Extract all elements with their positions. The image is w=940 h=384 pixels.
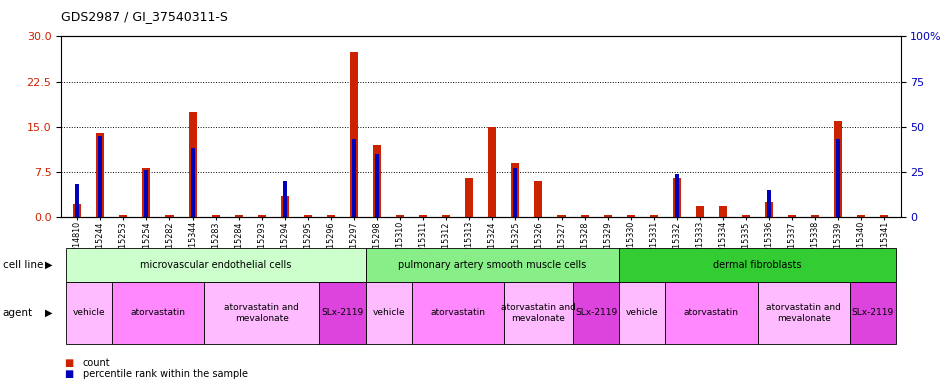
Bar: [327, 215, 335, 217]
Bar: [465, 178, 474, 217]
Text: atorvastatin: atorvastatin: [431, 308, 485, 318]
Text: GDS2987 / GI_37540311-S: GDS2987 / GI_37540311-S: [61, 10, 228, 23]
Bar: [603, 215, 612, 217]
Text: ■: ■: [64, 369, 73, 379]
Bar: [765, 202, 773, 217]
Text: ■: ■: [64, 358, 73, 368]
Text: atorvastatin and
mevalonate: atorvastatin and mevalonate: [225, 303, 299, 323]
Text: SLx-2119: SLx-2119: [321, 308, 364, 318]
Bar: [719, 206, 727, 217]
Text: SLx-2119: SLx-2119: [852, 308, 894, 318]
Text: atorvastatin and
mevalonate: atorvastatin and mevalonate: [501, 303, 576, 323]
Bar: [189, 112, 196, 217]
Bar: [696, 206, 704, 217]
Bar: [165, 215, 174, 217]
Bar: [742, 215, 750, 217]
Bar: [837, 139, 840, 217]
Bar: [73, 204, 81, 217]
Bar: [375, 154, 379, 217]
Bar: [304, 215, 312, 217]
Bar: [350, 51, 358, 217]
Text: dermal fibroblasts: dermal fibroblasts: [713, 260, 802, 270]
Bar: [811, 215, 820, 217]
Text: microvascular endothelial cells: microvascular endothelial cells: [140, 260, 291, 270]
Bar: [488, 127, 496, 217]
Text: count: count: [83, 358, 110, 368]
Bar: [834, 121, 842, 217]
Bar: [191, 148, 195, 217]
Bar: [419, 215, 427, 217]
Text: ▶: ▶: [45, 308, 53, 318]
Text: vehicle: vehicle: [626, 308, 659, 318]
Bar: [650, 215, 658, 217]
Text: atorvastatin: atorvastatin: [131, 308, 185, 318]
Bar: [581, 215, 588, 217]
Bar: [283, 181, 287, 217]
Bar: [96, 133, 104, 217]
Text: cell line: cell line: [3, 260, 43, 270]
Text: atorvastatin: atorvastatin: [684, 308, 739, 318]
Text: SLx-2119: SLx-2119: [575, 308, 618, 318]
Text: ▶: ▶: [45, 260, 53, 270]
Text: agent: agent: [3, 308, 33, 318]
Bar: [396, 215, 404, 217]
Bar: [767, 190, 771, 217]
Bar: [673, 178, 681, 217]
Bar: [442, 215, 450, 217]
Bar: [235, 215, 243, 217]
Bar: [212, 215, 220, 217]
Bar: [142, 168, 150, 217]
Bar: [857, 215, 866, 217]
Text: vehicle: vehicle: [72, 308, 105, 318]
Bar: [99, 136, 102, 217]
Bar: [513, 168, 517, 217]
Bar: [119, 215, 128, 217]
Bar: [557, 215, 566, 217]
Bar: [881, 215, 888, 217]
Bar: [75, 184, 79, 217]
Bar: [258, 215, 266, 217]
Bar: [145, 170, 149, 217]
Bar: [788, 215, 796, 217]
Bar: [373, 145, 381, 217]
Text: pulmonary artery smooth muscle cells: pulmonary artery smooth muscle cells: [399, 260, 587, 270]
Text: vehicle: vehicle: [372, 308, 405, 318]
Text: percentile rank within the sample: percentile rank within the sample: [83, 369, 248, 379]
Bar: [675, 174, 679, 217]
Bar: [352, 139, 356, 217]
Bar: [281, 196, 289, 217]
Bar: [627, 215, 634, 217]
Text: atorvastatin and
mevalonate: atorvastatin and mevalonate: [766, 303, 841, 323]
Bar: [535, 181, 542, 217]
Bar: [511, 163, 520, 217]
